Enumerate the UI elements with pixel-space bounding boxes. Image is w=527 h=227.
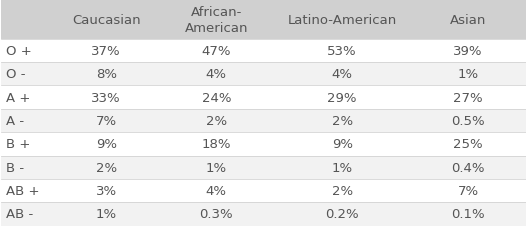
Text: A +: A + <box>6 91 30 104</box>
Text: 1%: 1% <box>457 68 479 81</box>
Text: African-
American: African- American <box>184 6 248 35</box>
Text: 3%: 3% <box>96 184 117 197</box>
Text: 0.3%: 0.3% <box>200 207 233 220</box>
Bar <box>2 39 525 63</box>
Text: O +: O + <box>6 45 31 58</box>
Text: 2%: 2% <box>206 114 227 127</box>
Bar <box>2 156 525 179</box>
Bar <box>2 179 525 202</box>
Bar <box>2 63 525 86</box>
Text: 2%: 2% <box>331 184 353 197</box>
Text: 25%: 25% <box>453 138 483 151</box>
Text: 0.2%: 0.2% <box>325 207 359 220</box>
Text: 0.1%: 0.1% <box>451 207 485 220</box>
Text: 4%: 4% <box>206 68 227 81</box>
Text: 37%: 37% <box>91 45 121 58</box>
Text: B -: B - <box>6 161 24 174</box>
Bar <box>2 1 525 39</box>
Text: 4%: 4% <box>331 68 353 81</box>
Text: B +: B + <box>6 138 30 151</box>
Text: Caucasian: Caucasian <box>72 14 141 27</box>
Text: AB -: AB - <box>6 207 33 220</box>
Text: 2%: 2% <box>96 161 117 174</box>
Text: 0.5%: 0.5% <box>451 114 485 127</box>
Text: A -: A - <box>6 114 24 127</box>
Text: 33%: 33% <box>91 91 121 104</box>
Text: 8%: 8% <box>96 68 117 81</box>
Bar <box>2 109 525 133</box>
Text: 1%: 1% <box>96 207 117 220</box>
Bar <box>2 86 525 109</box>
Text: 4%: 4% <box>206 184 227 197</box>
Text: 7%: 7% <box>96 114 117 127</box>
Text: 47%: 47% <box>201 45 231 58</box>
Text: 1%: 1% <box>206 161 227 174</box>
Text: 24%: 24% <box>201 91 231 104</box>
Text: 0.4%: 0.4% <box>451 161 485 174</box>
Text: 7%: 7% <box>457 184 479 197</box>
Bar <box>2 133 525 156</box>
Text: 27%: 27% <box>453 91 483 104</box>
Text: Latino-American: Latino-American <box>288 14 397 27</box>
Text: O -: O - <box>6 68 25 81</box>
Text: 2%: 2% <box>331 114 353 127</box>
Bar <box>2 202 525 226</box>
Text: 39%: 39% <box>453 45 483 58</box>
Text: 29%: 29% <box>327 91 357 104</box>
Text: 53%: 53% <box>327 45 357 58</box>
Text: Asian: Asian <box>450 14 486 27</box>
Text: AB +: AB + <box>6 184 39 197</box>
Text: 18%: 18% <box>201 138 231 151</box>
Text: 9%: 9% <box>331 138 353 151</box>
Text: 1%: 1% <box>331 161 353 174</box>
Text: 9%: 9% <box>96 138 117 151</box>
